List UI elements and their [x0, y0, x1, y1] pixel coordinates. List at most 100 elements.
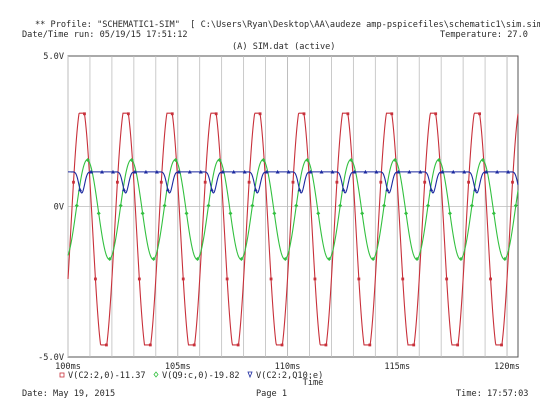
series-marker — [89, 169, 94, 174]
series-marker — [239, 257, 244, 262]
series-marker — [203, 180, 207, 184]
axis-ticks: 100ms 105ms 110ms 115ms 120ms 5.0V 0V -5.0V — [38, 52, 520, 372]
series-marker — [478, 112, 481, 116]
series-marker — [195, 257, 200, 262]
series-marker — [429, 187, 434, 192]
series-marker — [107, 257, 112, 262]
series-marker — [382, 203, 387, 208]
plot-grid — [67, 56, 518, 357]
series-marker — [297, 187, 302, 192]
series-marker — [418, 169, 423, 174]
series-marker — [491, 211, 496, 216]
series-marker — [489, 277, 492, 281]
series-marker — [393, 157, 398, 162]
series-marker — [445, 277, 449, 281]
y-tick-label: 5.0V — [43, 52, 64, 62]
series-marker — [121, 187, 126, 192]
series-marker — [159, 180, 163, 184]
series-marker — [100, 169, 105, 174]
y-tick-label: -5.0V — [38, 353, 64, 363]
series-marker — [148, 343, 152, 347]
series-marker — [105, 343, 108, 347]
series-marker — [154, 169, 159, 174]
series-marker — [434, 112, 438, 116]
series-marker — [242, 169, 247, 174]
series-marker — [404, 211, 409, 216]
series-marker — [126, 112, 130, 116]
series-marker — [291, 180, 295, 184]
series-marker — [415, 257, 420, 262]
series-marker — [264, 169, 269, 174]
series-marker — [181, 277, 185, 281]
series-marker — [118, 203, 123, 208]
series-marker — [447, 211, 452, 216]
legend-label-2: V(Q9:c,0)-19.82 — [162, 371, 240, 381]
series-marker — [74, 203, 79, 208]
series-marker — [129, 157, 134, 162]
plot-series — [67, 112, 519, 347]
legend-label-3: V(C2:2,Q10:e) — [256, 371, 323, 381]
series-marker — [319, 169, 324, 174]
plot-title: (A) SIM.dat (active) — [232, 42, 336, 52]
series-marker — [258, 112, 262, 116]
series-marker — [368, 343, 372, 347]
series-marker — [96, 211, 101, 216]
series-marker — [165, 187, 170, 192]
temperature-label: Temperature: 27.0 — [440, 30, 528, 40]
series-marker — [407, 169, 412, 174]
series-marker — [247, 180, 251, 184]
series-marker — [225, 277, 229, 281]
series-marker — [275, 169, 280, 174]
series-marker — [423, 180, 427, 184]
series-marker — [250, 203, 255, 208]
series-line-2 — [67, 159, 519, 260]
series-marker — [495, 169, 500, 174]
series-marker — [302, 112, 306, 116]
series-marker — [327, 257, 332, 262]
series-marker — [283, 257, 288, 262]
series-marker — [401, 277, 405, 281]
series-marker — [115, 180, 119, 184]
date-time-run: Date/Time run: 05/19/15 17:51:12 — [22, 30, 188, 40]
series-marker — [379, 180, 383, 184]
series-marker — [217, 157, 222, 162]
series-marker — [192, 343, 196, 347]
series-marker — [436, 157, 441, 162]
series-marker — [385, 187, 390, 192]
series-marker — [330, 169, 335, 174]
series-marker — [346, 112, 350, 116]
footer-date: Date: May 19, 2015 — [22, 389, 116, 399]
series-marker — [272, 211, 277, 216]
footer-time: Time: 17:57:03 — [456, 389, 529, 399]
series-marker — [261, 157, 266, 162]
plot-legend: V(C2:2,0)-11.37 V(Q9:c,0)-19.82 V(C2:2,Q10… — [59, 371, 323, 381]
series-marker — [83, 112, 86, 116]
series-marker — [500, 343, 503, 347]
series-marker — [462, 169, 467, 174]
x-tick-label: 100ms — [55, 362, 81, 372]
footer-page: Page 1 — [256, 389, 288, 399]
series-marker — [371, 257, 376, 262]
series-marker — [209, 187, 214, 192]
series-marker — [253, 187, 258, 192]
series-marker — [214, 112, 218, 116]
series-marker — [357, 277, 361, 281]
series-marker — [390, 112, 394, 116]
series-marker — [220, 169, 225, 174]
x-tick-label: 105ms — [165, 362, 191, 372]
series-marker — [316, 211, 321, 216]
series-marker — [170, 112, 174, 116]
series-marker — [94, 277, 97, 281]
series-marker — [324, 343, 328, 347]
legend-label-1: V(C2:2,0)-11.37 — [68, 371, 146, 381]
legend-diamond-icon — [153, 371, 159, 378]
series-marker — [78, 187, 83, 192]
x-tick-label: 120ms — [494, 362, 520, 372]
series-marker — [294, 203, 299, 208]
series-marker — [469, 203, 474, 208]
series-marker — [338, 203, 343, 208]
profile-line: ** Profile: "SCHEMATIC1-SIM" [ C:\Users\… — [35, 20, 540, 30]
series-marker — [349, 157, 354, 162]
series-marker — [308, 169, 313, 174]
